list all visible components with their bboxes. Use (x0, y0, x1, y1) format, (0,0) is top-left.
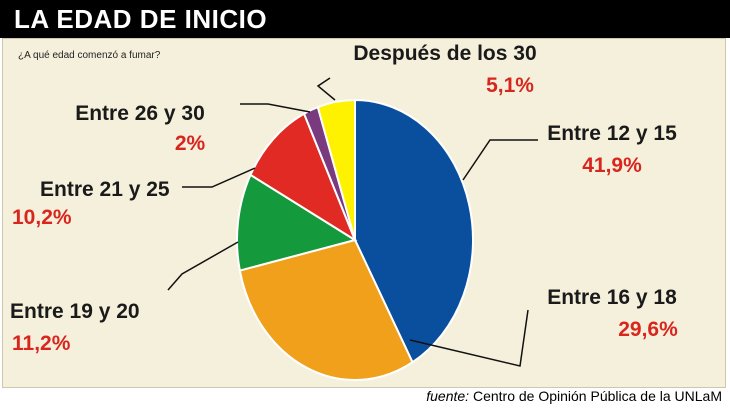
survey-question: ¿A qué edad comenzó a fumar? (18, 50, 161, 61)
slice-name-label: Entre 16 y 18 (547, 286, 677, 309)
source-text: Centro de Opinión Pública de la UNLaM (472, 388, 722, 404)
slice-name-label: Entre 21 y 25 (40, 178, 170, 201)
pie-slice-5 (316, 98, 356, 241)
slice-name-label: Entre 19 y 20 (10, 300, 140, 323)
leader-line-4 (240, 103, 311, 113)
slice-value-label: 11,2% (12, 332, 71, 355)
header-bar: LA EDAD DE INICIO (0, 0, 730, 38)
pie-slice-3 (249, 112, 358, 243)
leader-lines (167, 77, 538, 367)
source-label: fuente: (426, 388, 470, 404)
slice-value-label: 10,2% (12, 206, 72, 229)
slice-value-label: 41,9% (582, 154, 642, 177)
slice-name-label: Después de los 30 (353, 42, 536, 65)
leader-line-5 (316, 77, 336, 101)
page-title: LA EDAD DE INICIO (14, 4, 268, 34)
slice-value-label: 2% (175, 132, 206, 155)
pie-slice-0 (354, 98, 474, 364)
slice-labels: Entre 12 y 15 41,9% Entre 16 y 18 29,6% Entr… (10, 42, 678, 355)
leader-line-3 (182, 167, 256, 188)
leader-line-1 (409, 309, 529, 367)
slice-value-label: 5,1% (486, 74, 534, 97)
slice-name-label: Entre 12 y 15 (547, 122, 677, 145)
source-footer: fuente: Centro de Opinión Pública de la … (426, 388, 722, 404)
leader-line-2 (167, 241, 239, 291)
leader-line-0 (462, 139, 538, 181)
pie-slice-2 (236, 173, 358, 272)
slice-name-label: Entre 26 y 30 (75, 102, 205, 125)
pie-slices (236, 98, 474, 381)
slice-value-label: 29,6% (618, 318, 678, 341)
pie-slice-1 (238, 238, 414, 381)
